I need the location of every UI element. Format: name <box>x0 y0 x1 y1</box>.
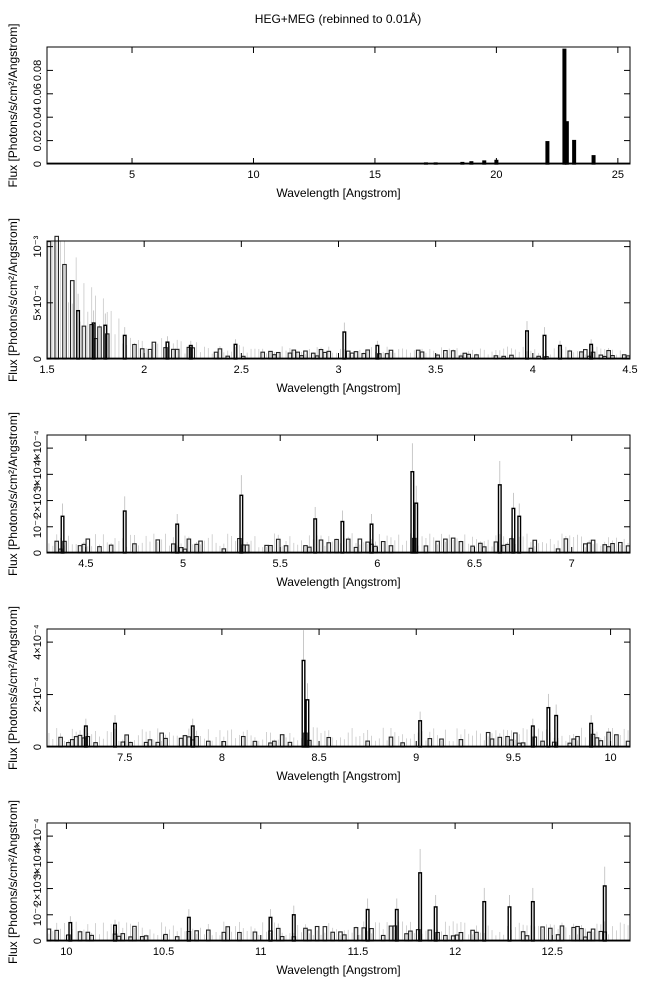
y-tick-label: 0.02 <box>32 130 44 151</box>
peak-line-6 <box>418 720 423 748</box>
y-axis-label: Flux [Photons/s/cm²/Angstrom] <box>6 606 20 770</box>
x-tick-label: 12.5 <box>542 946 563 958</box>
y-axis-label: Flux [Photons/s/cm²/Angstrom] <box>6 23 20 187</box>
peak-line-10 <box>572 139 577 165</box>
x-tick-label: 8 <box>219 752 225 764</box>
x-tick-label: 1.5 <box>39 364 54 376</box>
x-axis-label: Wavelength [Angstrom] <box>276 575 400 589</box>
plot-frame <box>46 434 631 554</box>
y-tick-label: 0 <box>32 550 44 556</box>
x-tick-label: 10.5 <box>153 946 174 958</box>
y-tick-label: 2×10⁻⁴ <box>32 677 44 713</box>
noise-bins <box>48 533 631 554</box>
chart-panel-5: 10 10.5 11 11.5 12 12.5 Wavelength [Angstrom] 0… <box>6 800 631 977</box>
peak-line-5 <box>313 518 318 554</box>
y-tick-label: 0 <box>32 161 44 167</box>
y-tick-label: 0.06 <box>32 83 44 104</box>
emission-peaks <box>68 848 607 942</box>
x-tick-label: 12 <box>449 946 461 958</box>
chart-panel-4: 7.5 8 8.5 9 9.5 10 Wavelength [Angstrom] 0 2×10⁻… <box>6 606 631 783</box>
y-axis-label: Flux [Photons/s/cm²/Angstrom] <box>6 800 20 964</box>
x-tick-label: 20 <box>490 169 502 181</box>
emission-peaks <box>60 443 522 554</box>
peak-line-2 <box>122 510 127 554</box>
y-tick-label: 10⁻⁴ <box>32 515 44 538</box>
y-tick-label: 0.08 <box>32 60 44 81</box>
x-tick-label: 6 <box>374 558 380 570</box>
noise-bins <box>46 921 629 942</box>
x-tick-label: 2.5 <box>234 364 249 376</box>
y-tick-label: 3×10⁻⁴ <box>32 844 44 880</box>
plot-frame <box>46 822 631 942</box>
y-tick-label: 0 <box>32 938 44 944</box>
peak-line-1 <box>76 309 81 360</box>
x-tick-label: 11 <box>255 946 266 958</box>
x-tick-label: 11.5 <box>348 946 369 958</box>
y-tick-label: 3×10⁻⁴ <box>32 456 44 492</box>
x-tick-label: 4.5 <box>622 364 637 376</box>
peak-line-7 <box>545 141 550 165</box>
x-tick-label: 5.5 <box>273 558 288 570</box>
x-axis-label: Wavelength [Angstrom] <box>276 963 400 977</box>
y-tick-label: 0.04 <box>32 106 44 127</box>
chart-panel-3: 4.5 5 5.5 6 6.5 7 Wavelength [Angstrom] 0 10⁻⁴2×… <box>6 412 631 589</box>
x-tick-label: 6.5 <box>467 558 482 570</box>
x-tick-label: 10 <box>247 169 259 181</box>
emission-peaks <box>83 630 594 748</box>
y-tick-label: 2×10⁻⁴ <box>32 483 44 519</box>
y-tick-label: 4×10⁻⁴ <box>32 624 44 660</box>
y-axis-label: Flux [Photons/s/cm²/Angstrom] <box>6 412 20 576</box>
peak-line-6 <box>340 520 345 554</box>
x-tick-label: 10 <box>60 946 72 958</box>
peak-line-12 <box>530 900 535 942</box>
x-tick-label: 2 <box>141 364 147 376</box>
x-tick-label: 15 <box>369 169 381 181</box>
x-tick-label: 3 <box>335 364 341 376</box>
peak-line-11 <box>542 334 547 360</box>
emission-peaks <box>76 293 594 360</box>
chart-panel-2: 1.5 2 2.5 3 3.5 4 4.5 Wavelength [Angstrom] 0 5×1… <box>6 218 638 395</box>
peak-line-8 <box>546 706 551 748</box>
noise-bins <box>46 235 631 360</box>
x-axis-label: Wavelength [Angstrom] <box>276 381 400 395</box>
x-tick-label: 7.5 <box>117 752 132 764</box>
x-tick-label: 4.5 <box>78 558 93 570</box>
y-tick-label: 4×10⁻⁴ <box>32 430 44 466</box>
peak-line-4 <box>122 334 127 360</box>
y-tick-label: 0 <box>32 744 44 750</box>
noise-bins <box>48 727 631 748</box>
plot-frame <box>46 46 631 165</box>
peak-line-9 <box>564 121 569 165</box>
plot-frame <box>46 628 631 748</box>
peak-line-11 <box>507 906 512 942</box>
x-axis-label: Wavelength [Angstrom] <box>276 186 400 200</box>
peak-line-11 <box>591 155 596 165</box>
y-tick-label: 5×10⁻⁴ <box>32 285 44 321</box>
x-tick-label: 10 <box>604 752 616 764</box>
x-tick-label: 25 <box>612 169 624 181</box>
y-tick-label: 10⁻⁴ <box>32 903 44 926</box>
x-axis-label: Wavelength [Angstrom] <box>276 769 400 783</box>
y-axis-label: Flux [Photons/s/cm²/Angstrom] <box>6 218 20 382</box>
x-tick-label: 7 <box>569 558 575 570</box>
figure-title: HEG+MEG (rebinned to 0.01Å) <box>255 11 421 26</box>
y-tick-label: 0 <box>32 356 44 362</box>
x-tick-label: 3.5 <box>428 364 443 376</box>
y-tick-label: 2×10⁻⁴ <box>32 871 44 907</box>
y-tick-label: 4×10⁻⁴ <box>32 818 44 854</box>
x-tick-label: 5 <box>129 169 135 181</box>
x-tick-label: 5 <box>180 558 186 570</box>
peak-line-12 <box>558 344 563 360</box>
x-tick-label: 9.5 <box>506 752 521 764</box>
x-tick-label: 8.5 <box>311 752 326 764</box>
emission-peaks <box>423 48 596 165</box>
y-tick-label: 10⁻³ <box>32 235 44 257</box>
x-tick-label: 4 <box>530 364 536 376</box>
chart-panel-1: 5 10 15 20 25 Wavelength [Angstrom] 0 0.02 0.04 0… <box>6 23 631 200</box>
x-tick-label: 9 <box>413 752 419 764</box>
